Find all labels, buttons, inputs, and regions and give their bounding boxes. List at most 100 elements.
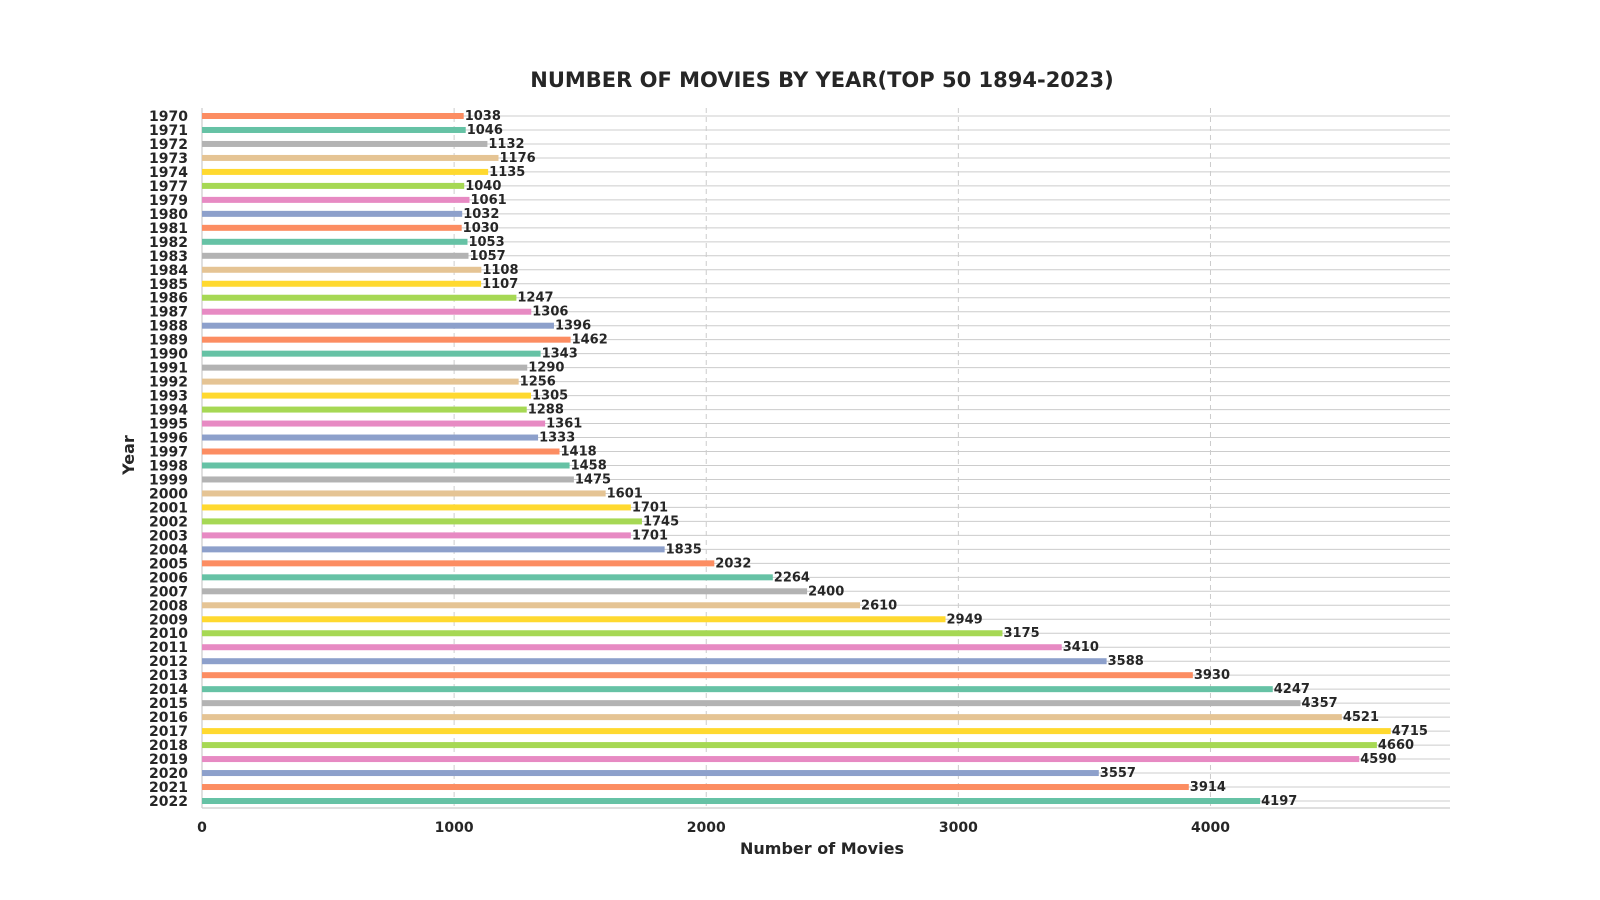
bar	[202, 490, 606, 497]
y-tick-label: 1989	[149, 333, 188, 349]
y-tick-label: 1977	[149, 179, 188, 195]
bar	[202, 252, 469, 259]
bar	[202, 280, 482, 287]
y-tick-label: 1970	[149, 109, 188, 125]
bar	[202, 798, 1261, 804]
bar-value-label: 1361	[546, 417, 582, 432]
bar	[202, 210, 463, 217]
bar-value-label: 2032	[715, 556, 751, 571]
y-tick-label: 1981	[149, 221, 188, 237]
bar-value-label: 1305	[532, 389, 568, 404]
bar-value-label: 1745	[643, 514, 679, 529]
bar	[202, 602, 861, 609]
y-tick-label: 1994	[149, 403, 188, 419]
bar-value-label: 3557	[1100, 766, 1136, 781]
bar	[202, 140, 488, 147]
y-tick-label: 2004	[149, 542, 188, 558]
x-tick-label: 0	[197, 820, 207, 836]
bar-value-label: 1061	[471, 193, 507, 208]
y-tick-label: 2015	[149, 696, 188, 712]
bar	[202, 742, 1377, 749]
bar-value-label: 1135	[489, 165, 525, 180]
y-tick-label: 2016	[149, 710, 188, 726]
y-tick-label: 2020	[149, 766, 188, 782]
bar-value-label: 1176	[499, 151, 535, 166]
bar-value-label: 3175	[1003, 626, 1039, 641]
bar	[202, 308, 532, 315]
bar	[202, 378, 519, 385]
y-tick-label: 1983	[149, 249, 188, 265]
bar	[202, 434, 539, 441]
y-tick-label: 1982	[149, 235, 188, 251]
bar	[202, 476, 574, 483]
bar-value-label: 3588	[1108, 654, 1144, 669]
y-tick-label: 1990	[149, 347, 188, 363]
y-tick-label: 1986	[149, 291, 188, 307]
bar	[202, 532, 631, 539]
bar-value-label: 1306	[532, 305, 568, 320]
y-tick-label: 2001	[149, 500, 188, 516]
bar	[202, 658, 1107, 665]
bar-value-label: 1030	[463, 221, 499, 236]
y-tick-label: 1997	[149, 445, 188, 461]
bar-value-label: 3410	[1063, 640, 1099, 655]
bar-value-label: 4715	[1392, 724, 1428, 739]
bar	[202, 364, 528, 371]
bar	[202, 672, 1193, 679]
y-tick-label: 1987	[149, 305, 188, 321]
bar	[202, 406, 527, 413]
bar-value-label: 4660	[1378, 738, 1414, 753]
bar	[202, 644, 1062, 651]
y-tick-label: 1971	[149, 123, 188, 139]
y-tick-label: 2014	[149, 682, 188, 698]
bar	[202, 784, 1189, 791]
y-tick-label: 1999	[149, 472, 188, 488]
bar	[202, 546, 665, 553]
y-tick-label: 1995	[149, 417, 188, 433]
y-tick-label: 2022	[149, 794, 188, 810]
bar	[202, 448, 560, 455]
bar	[202, 113, 464, 119]
y-tick-label: 1992	[149, 375, 188, 391]
bar	[202, 700, 1301, 707]
y-tick-label: 1974	[149, 165, 188, 181]
bar-value-label: 1290	[528, 361, 564, 376]
y-tick-label: 2003	[149, 528, 188, 544]
bar-value-label: 2264	[774, 570, 810, 585]
y-tick-label: 1993	[149, 389, 188, 405]
y-tick-label: 1972	[149, 137, 188, 153]
y-tick-label: 2007	[149, 584, 188, 600]
y-tick-label: 1991	[149, 361, 188, 377]
bar-value-label: 1108	[482, 263, 518, 278]
bar	[202, 728, 1391, 735]
bar	[202, 154, 499, 161]
bar	[202, 392, 532, 399]
y-tick-label: 1973	[149, 151, 188, 167]
bar-value-label: 1040	[465, 179, 501, 194]
bar-value-label: 1256	[520, 375, 556, 390]
bar	[202, 714, 1342, 721]
y-tick-labels: 1970197119721973197419771979198019811982…	[149, 109, 188, 810]
bar-value-label: 3930	[1194, 668, 1230, 683]
y-tick-label: 2006	[149, 570, 188, 586]
bar	[202, 756, 1360, 763]
bar	[202, 224, 462, 231]
bar-value-label: 2400	[808, 584, 844, 599]
x-tick-label: 3000	[939, 820, 978, 836]
bar	[202, 168, 489, 175]
bar	[202, 770, 1099, 777]
bar-value-label: 1053	[468, 235, 504, 250]
x-tick-label: 1000	[435, 820, 474, 836]
y-axis-label: Year	[119, 435, 138, 476]
bar	[202, 238, 468, 245]
bar-value-label: 1835	[666, 542, 702, 557]
bar-value-label: 1333	[539, 431, 575, 446]
bar	[202, 126, 466, 133]
bar	[202, 420, 546, 427]
bar-value-label: 1462	[572, 333, 608, 348]
x-tick-label: 4000	[1191, 820, 1230, 836]
bar-value-label: 4197	[1261, 794, 1297, 809]
bar-value-label: 1343	[542, 347, 578, 362]
y-tick-label: 2000	[149, 486, 188, 502]
y-tick-label: 2010	[149, 626, 188, 642]
